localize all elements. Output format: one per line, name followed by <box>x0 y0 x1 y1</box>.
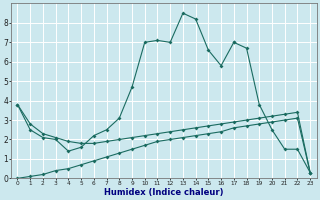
X-axis label: Humidex (Indice chaleur): Humidex (Indice chaleur) <box>104 188 224 197</box>
